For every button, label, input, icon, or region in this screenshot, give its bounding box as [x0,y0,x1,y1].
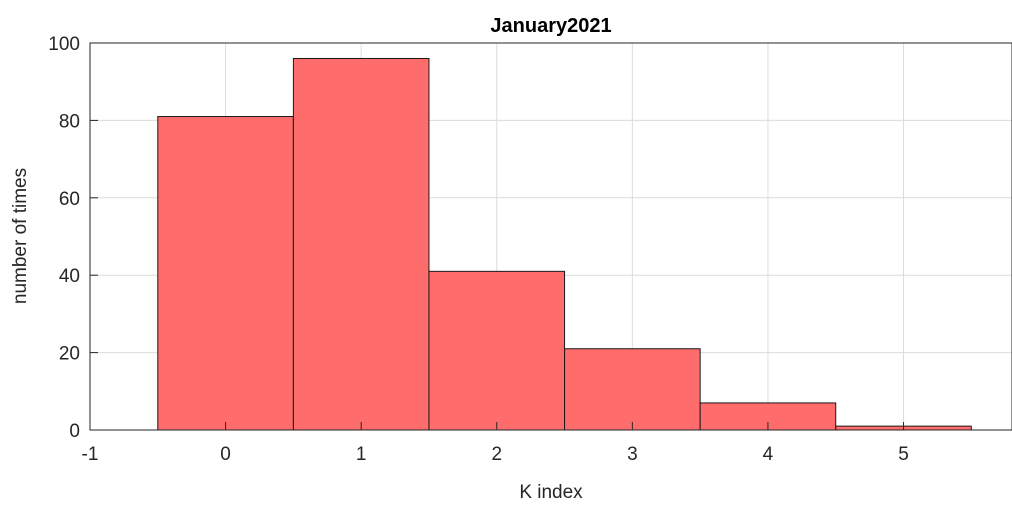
x-tick-label: 1 [356,444,367,465]
chart-title: January2021 [490,15,611,37]
y-tick-label: 80 [59,111,80,132]
bar-k-1 [292,57,430,431]
y-tick-label: 0 [69,421,80,442]
x-tick-label: -1 [82,444,99,465]
y-tick-label: 100 [48,34,80,55]
y-axis-label: number of times [10,168,31,304]
bar-k-0 [157,116,294,431]
x-tick-label: 0 [220,444,231,465]
y-tick-label: 40 [59,266,80,287]
x-axis-label: K index [519,482,583,503]
y-axis-ticks: 0 20 40 60 80 100 [48,34,98,442]
x-tick-label: 2 [491,444,502,465]
y-tick-label: 20 [59,344,80,365]
axes-box [89,42,1012,431]
bar-k-2 [428,270,566,431]
x-tick-label: 3 [627,444,638,465]
x-tick-label: 5 [898,444,909,465]
y-tick-label: 60 [59,189,80,210]
x-axis-ticks: -1 0 1 2 3 4 5 [82,422,909,465]
x-tick-label: 4 [763,444,774,465]
bar-k-3 [564,348,701,431]
